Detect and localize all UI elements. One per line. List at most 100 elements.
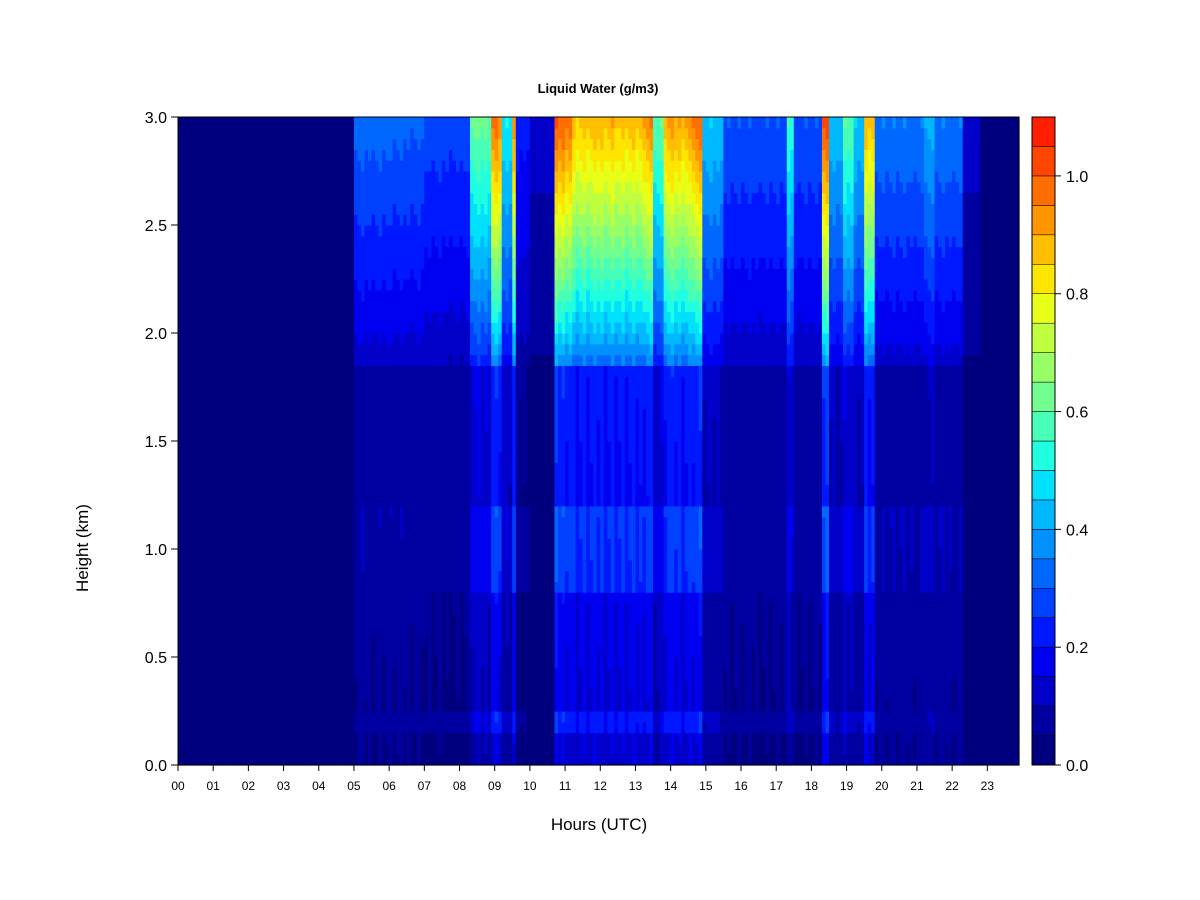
heatmap-cell — [230, 678, 235, 690]
heatmap-cell — [403, 667, 408, 680]
heatmap-cell — [378, 462, 383, 474]
heatmap-cell — [413, 732, 418, 744]
heatmap-cell — [287, 160, 292, 172]
heatmap-cell — [255, 743, 260, 755]
heatmap-cell — [389, 495, 394, 507]
heatmap-cell — [216, 505, 221, 518]
heatmap-cell — [283, 354, 288, 366]
heatmap-cell — [371, 581, 376, 593]
heatmap-cell — [431, 473, 436, 485]
heatmap-cell — [255, 624, 260, 636]
heatmap-cell — [459, 138, 464, 150]
heatmap-cell — [248, 441, 253, 453]
heatmap-cell — [216, 678, 221, 690]
heatmap-cell — [424, 181, 429, 194]
heatmap-cell — [322, 646, 327, 658]
heatmap-cell — [353, 387, 359, 399]
heatmap-cell — [431, 365, 436, 377]
heatmap-cell — [265, 689, 271, 701]
heatmap-cell — [220, 754, 225, 766]
heatmap-cell — [396, 451, 401, 464]
heatmap-cell — [269, 635, 274, 647]
heatmap-cell — [403, 527, 408, 539]
heatmap-cell — [417, 721, 422, 734]
heatmap-cell — [269, 657, 274, 669]
heatmap-cell — [251, 538, 257, 550]
heatmap-cell — [441, 462, 447, 474]
heatmap-cell — [364, 365, 369, 377]
heatmap-cell — [385, 138, 390, 150]
heatmap-cell — [455, 279, 461, 291]
heatmap-cell — [202, 138, 207, 150]
heatmap-cell — [466, 646, 471, 658]
heatmap-cell — [336, 171, 341, 183]
heatmap-cell — [403, 732, 408, 744]
heatmap-cell — [241, 127, 246, 140]
heatmap-cell — [413, 570, 418, 582]
heatmap-cell — [234, 624, 239, 636]
heatmap-cell — [237, 559, 242, 572]
heatmap-cell — [294, 171, 299, 183]
heatmap-cell — [346, 214, 352, 226]
heatmap-cell — [336, 462, 341, 474]
heatmap-cell — [244, 743, 249, 755]
heatmap-cell — [410, 387, 415, 399]
heatmap-cell — [424, 484, 429, 496]
heatmap-cell — [410, 203, 415, 215]
heatmap-cell — [329, 235, 334, 248]
heatmap-cell — [287, 343, 292, 356]
heatmap-cell — [357, 149, 362, 161]
heatmap-cell — [364, 505, 369, 518]
heatmap-cell — [255, 138, 260, 150]
heatmap-cell — [441, 743, 447, 755]
heatmap-cell — [434, 419, 439, 431]
heatmap-cell — [206, 408, 211, 420]
heatmap-cell — [192, 365, 197, 377]
heatmap-cell — [206, 646, 211, 658]
heatmap-cell — [308, 527, 313, 539]
heatmap-cell — [178, 246, 183, 258]
heatmap-cell — [220, 419, 225, 431]
heatmap-cell — [329, 624, 334, 636]
heatmap-cell — [417, 678, 422, 690]
heatmap-cell — [178, 678, 183, 690]
heatmap-cell — [364, 495, 369, 507]
heatmap-cell — [185, 559, 190, 572]
heatmap-cell — [452, 689, 457, 701]
heatmap-cell — [297, 117, 302, 129]
heatmap-cell — [392, 408, 397, 420]
heatmap-cell — [392, 657, 397, 669]
heatmap-cell — [216, 754, 221, 766]
heatmap-cell — [251, 603, 257, 615]
heatmap-cell — [410, 171, 415, 183]
heatmap-cell — [216, 376, 221, 388]
heatmap-cell — [413, 333, 418, 345]
heatmap-cell — [199, 657, 204, 669]
heatmap-cell — [424, 279, 429, 291]
heatmap-cell — [181, 138, 186, 150]
heatmap-cell — [406, 408, 411, 420]
heatmap-cell — [470, 700, 475, 712]
heatmap-cell — [318, 451, 323, 464]
heatmap-cell — [251, 365, 257, 377]
heatmap-cell — [234, 192, 239, 204]
heatmap-cell — [378, 430, 383, 442]
heatmap-cell — [192, 333, 197, 345]
heatmap-cell — [290, 333, 295, 345]
heatmap-cell — [448, 354, 454, 366]
heatmap-cell — [378, 700, 383, 712]
heatmap-cell — [269, 268, 274, 280]
heatmap-cell — [329, 354, 334, 366]
heatmap-cell — [220, 127, 225, 140]
heatmap-cell — [301, 549, 306, 561]
heatmap-cell — [227, 246, 232, 258]
heatmap-cell — [192, 711, 197, 723]
heatmap-cell — [216, 181, 221, 194]
heatmap-cell — [343, 732, 348, 744]
heatmap-cell — [403, 441, 408, 453]
heatmap-cell — [403, 225, 408, 237]
heatmap-cell — [287, 192, 292, 204]
heatmap-cell — [258, 451, 264, 464]
heatmap-cell — [410, 257, 415, 269]
heatmap-cell — [188, 624, 193, 636]
